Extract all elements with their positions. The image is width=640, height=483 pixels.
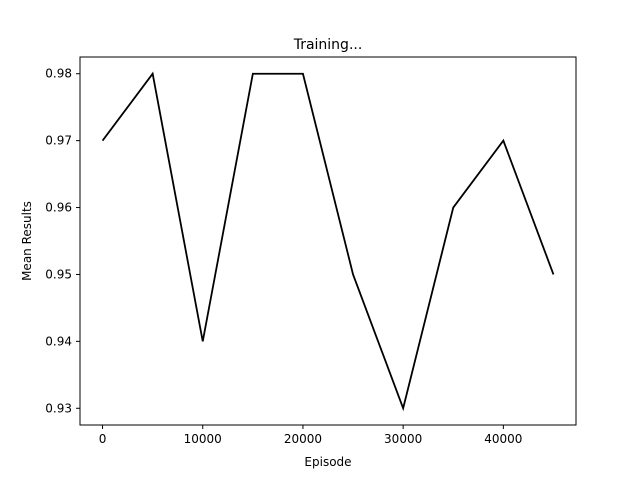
y-tick-label: 0.96 (45, 201, 72, 215)
y-tick-label: 0.95 (45, 267, 72, 281)
y-tick-label: 0.98 (45, 67, 72, 81)
x-tick-label: 10000 (184, 432, 222, 446)
x-tick-label: 30000 (384, 432, 422, 446)
plot-frame (79, 56, 577, 426)
y-tick-label: 0.93 (45, 401, 72, 415)
x-axis-label: Episode (304, 455, 351, 469)
x-tick-label: 40000 (484, 432, 522, 446)
y-axis-label: Mean Results (20, 201, 34, 281)
plot-area (80, 57, 576, 425)
x-axis-ticks: 0 10000 20000 30000 40000 (99, 425, 522, 446)
chart-title: Training... (293, 37, 363, 53)
x-tick-label: 0 (99, 432, 107, 446)
x-tick-label: 20000 (284, 432, 322, 446)
y-tick-label: 0.97 (45, 134, 72, 148)
y-tick-label: 0.94 (45, 334, 72, 348)
y-axis-ticks: 0.93 0.94 0.95 0.96 0.97 0.98 (45, 67, 80, 415)
series-line (101, 71, 555, 412)
